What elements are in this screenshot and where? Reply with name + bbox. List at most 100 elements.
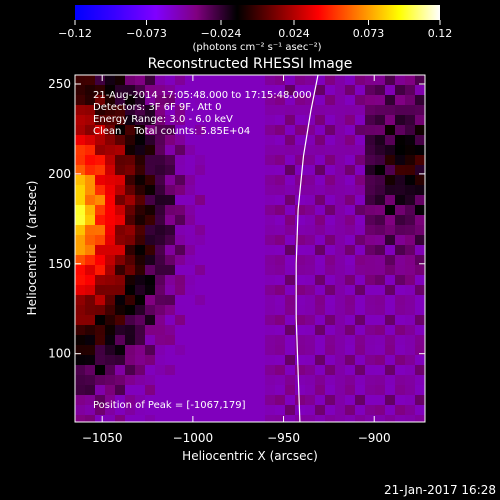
- heatmap-cell: [215, 115, 226, 126]
- heatmap-cell: [145, 385, 156, 396]
- heatmap-cell: [315, 325, 326, 336]
- heatmap-cell: [195, 415, 206, 422]
- heatmap-cell: [115, 235, 126, 246]
- heatmap-cell: [255, 115, 266, 126]
- heatmap-cell: [265, 145, 276, 156]
- heatmap-cell: [125, 265, 136, 276]
- heatmap-cell: [405, 195, 416, 206]
- heatmap-image: [75, 75, 425, 422]
- heatmap-cell: [185, 365, 196, 376]
- heatmap-cell: [255, 185, 266, 196]
- heatmap-cell: [205, 75, 216, 86]
- heatmap-cell: [295, 295, 306, 306]
- footer-date: 21-Jan-2017 16:28: [384, 483, 496, 497]
- heatmap-cell: [355, 265, 366, 276]
- heatmap-cell: [165, 295, 176, 306]
- heatmap-cell: [335, 255, 346, 266]
- heatmap-cell: [165, 155, 176, 166]
- heatmap-cell: [115, 355, 126, 366]
- heatmap-cell: [245, 125, 256, 136]
- heatmap-cell: [405, 265, 416, 276]
- heatmap-cell: [105, 335, 116, 346]
- heatmap-cell: [265, 295, 276, 306]
- heatmap-cell: [115, 315, 126, 326]
- heatmap-cell: [285, 285, 296, 296]
- heatmap-cell: [245, 265, 256, 276]
- heatmap-cell: [275, 375, 286, 386]
- heatmap-cell: [325, 285, 336, 296]
- heatmap-cell: [105, 395, 116, 406]
- heatmap-cell: [105, 165, 116, 176]
- heatmap-cell: [405, 395, 416, 406]
- heatmap-cell: [95, 265, 106, 276]
- heatmap-cell: [265, 245, 276, 256]
- heatmap-cell: [255, 345, 266, 356]
- heatmap-cell: [255, 395, 266, 406]
- heatmap-cell: [105, 235, 116, 246]
- heatmap-cell: [285, 225, 296, 236]
- heatmap-cell: [135, 165, 146, 176]
- heatmap-cell: [285, 145, 296, 156]
- heatmap-cell: [405, 385, 416, 396]
- heatmap-cell: [305, 155, 316, 166]
- heatmap-cell: [305, 125, 316, 136]
- heatmap-cell: [215, 355, 226, 366]
- heatmap-cell: [245, 175, 256, 186]
- heatmap-cell: [275, 395, 286, 406]
- heatmap-cell: [135, 135, 146, 146]
- heatmap-cell: [75, 335, 86, 346]
- colorbar-tick-label: −0.073: [126, 27, 167, 40]
- heatmap-cell: [205, 195, 216, 206]
- heatmap-cell: [295, 325, 306, 336]
- heatmap-cell: [345, 185, 356, 196]
- heatmap-cell: [85, 205, 96, 216]
- heatmap-cell: [195, 255, 206, 266]
- heatmap-cell: [225, 75, 236, 86]
- heatmap-cell: [155, 385, 166, 396]
- heatmap-cell: [275, 185, 286, 196]
- heatmap-cell: [295, 375, 306, 386]
- heatmap-cell: [215, 255, 226, 266]
- heatmap-cell: [85, 255, 96, 266]
- heatmap-cell: [285, 195, 296, 206]
- heatmap-cell: [235, 345, 246, 356]
- heatmap-cell: [415, 355, 425, 366]
- heatmap-cell: [215, 415, 226, 422]
- heatmap-cell: [415, 265, 425, 276]
- heatmap-cell: [285, 345, 296, 356]
- heatmap-cell: [185, 355, 196, 366]
- heatmap-cell: [255, 405, 266, 416]
- heatmap-cell: [195, 85, 206, 96]
- heatmap-cell: [385, 145, 396, 156]
- heatmap-cell: [365, 245, 376, 256]
- heatmap-cell: [285, 275, 296, 286]
- heatmap-cell: [405, 275, 416, 286]
- heatmap-cell: [345, 165, 356, 176]
- heatmap-cell: [75, 145, 86, 156]
- heatmap-cell: [365, 295, 376, 306]
- heatmap-cell: [405, 295, 416, 306]
- heatmap-cell: [125, 405, 136, 416]
- heatmap-cell: [275, 95, 286, 106]
- heatmap-cell: [135, 345, 146, 356]
- heatmap-cell: [105, 365, 116, 376]
- heatmap-cell: [185, 415, 196, 422]
- heatmap-cell: [125, 275, 136, 286]
- heatmap-cell: [185, 325, 196, 336]
- heatmap-cell: [325, 215, 336, 226]
- heatmap-cell: [275, 305, 286, 316]
- heatmap-cell: [265, 195, 276, 206]
- heatmap-cell: [215, 405, 226, 416]
- heatmap-cell: [415, 165, 425, 176]
- heatmap-cell: [215, 155, 226, 166]
- heatmap-cell: [145, 405, 156, 416]
- heatmap-cell: [155, 115, 166, 126]
- heatmap-cell: [385, 105, 396, 116]
- heatmap-cell: [255, 305, 266, 316]
- heatmap-cell: [95, 115, 106, 126]
- heatmap-cell: [405, 165, 416, 176]
- heatmap-cell: [305, 295, 316, 306]
- heatmap-cell: [225, 85, 236, 96]
- heatmap-cell: [275, 255, 286, 266]
- heatmap-cell: [125, 105, 136, 116]
